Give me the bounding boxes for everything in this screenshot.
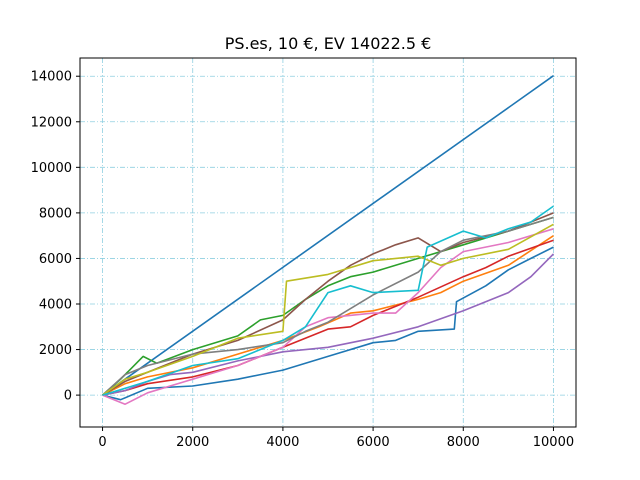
y-tick-label: 6000 xyxy=(39,252,72,267)
chart-title: PS.es, 10 €, EV 14022.5 € xyxy=(225,34,432,53)
series-group xyxy=(101,75,555,406)
x-tick-label: 2000 xyxy=(176,435,209,450)
y-tick-label: 2000 xyxy=(39,343,72,358)
y-tick-label: 8000 xyxy=(39,206,72,221)
series-line-7 xyxy=(102,212,554,396)
series-line-3 xyxy=(102,235,554,396)
series-line-4 xyxy=(101,216,554,396)
y-tick-label: 4000 xyxy=(39,298,72,313)
series-line-9 xyxy=(101,216,554,396)
x-tick-label: 4000 xyxy=(266,435,299,450)
ticks: 0 2000 4000 6000 8000 10000 0 2000 4000 6000 8000 1… xyxy=(31,70,574,450)
x-tick-label: 10000 xyxy=(533,435,574,450)
axes-frame xyxy=(79,57,577,428)
series-line-10 xyxy=(102,223,554,396)
series-line-2 xyxy=(102,246,554,401)
x-tick-label: 8000 xyxy=(447,435,480,450)
y-tick-label: 0 xyxy=(64,389,72,404)
series-line-8 xyxy=(102,228,554,406)
y-tick-label: 12000 xyxy=(31,115,72,130)
series-line-1 xyxy=(102,75,554,396)
y-tick-label: 14000 xyxy=(31,70,72,85)
y-tick-label: 10000 xyxy=(31,161,72,176)
x-tick-label: 6000 xyxy=(357,435,390,450)
series-line-5 xyxy=(102,239,554,396)
series-line-11 xyxy=(102,205,554,396)
x-tick-label: 0 xyxy=(98,435,106,450)
